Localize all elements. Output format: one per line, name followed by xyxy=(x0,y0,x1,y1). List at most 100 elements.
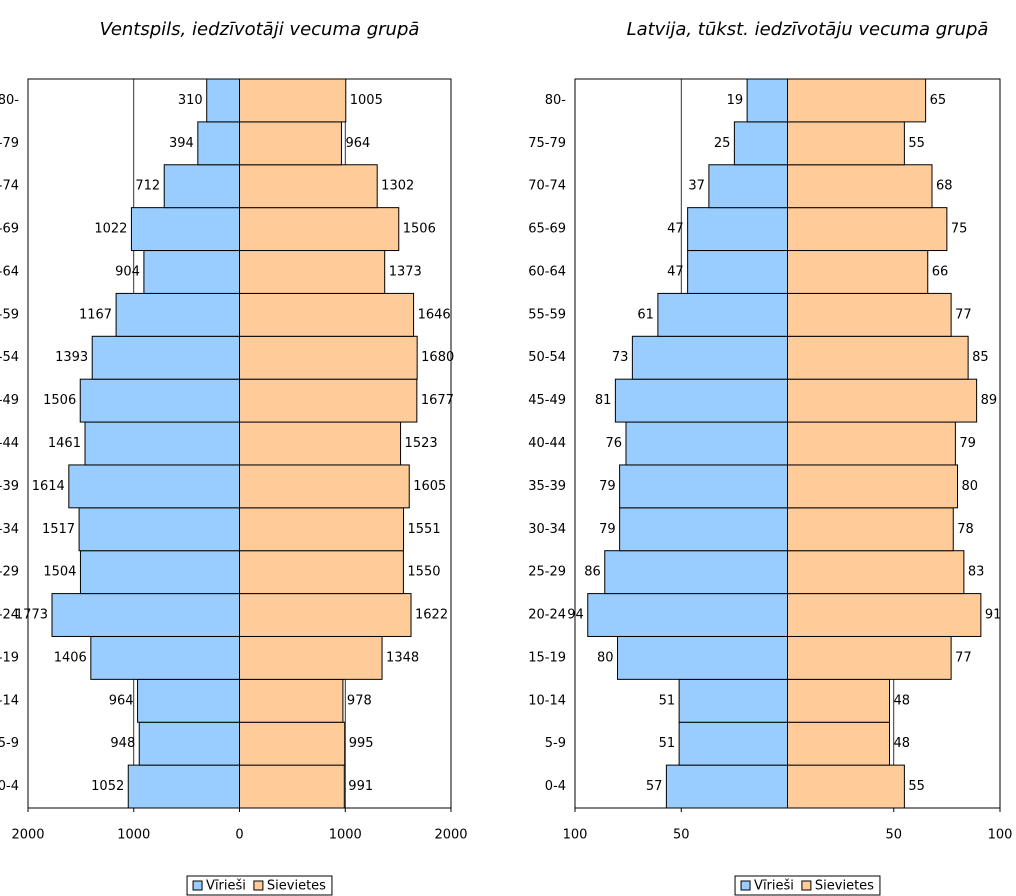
category-label: 40-44 xyxy=(528,436,566,451)
category-label: 65-69 xyxy=(0,222,19,237)
category-label: 75-79 xyxy=(528,136,566,151)
bar xyxy=(239,721,346,766)
category-label: 25-29 xyxy=(528,565,566,580)
data-label: 964 xyxy=(109,693,134,708)
data-label: 76 xyxy=(605,436,622,451)
x-tick-label: 100 xyxy=(563,828,588,843)
data-label: 1517 xyxy=(42,522,75,537)
data-label: 77 xyxy=(955,650,972,665)
legend-label: Vīrieši xyxy=(754,879,794,894)
bar xyxy=(138,721,240,766)
legend-swatch xyxy=(192,880,203,891)
legend-swatch xyxy=(801,880,812,891)
category-label: 75-79 xyxy=(0,136,19,151)
data-label: 1022 xyxy=(94,222,127,237)
data-label: 48 xyxy=(894,693,911,708)
data-label: 57 xyxy=(646,779,663,794)
category-label: 60-64 xyxy=(528,264,566,279)
data-label: 1605 xyxy=(413,479,446,494)
data-label: 78 xyxy=(957,522,974,537)
category-label: 40-44 xyxy=(0,436,19,451)
category-label: 50-54 xyxy=(0,350,19,365)
category-label: 10-14 xyxy=(528,693,566,708)
data-label: 61 xyxy=(637,307,654,322)
data-label: 86 xyxy=(584,565,601,580)
bar xyxy=(678,678,788,723)
data-label: 995 xyxy=(349,736,374,751)
data-label: 1167 xyxy=(79,307,112,322)
bar xyxy=(68,464,240,509)
category-label: 5-9 xyxy=(545,736,566,751)
bar xyxy=(239,121,342,166)
data-label: 948 xyxy=(110,736,135,751)
category-label: 80- xyxy=(0,93,19,108)
bar xyxy=(787,550,965,595)
bar xyxy=(239,764,345,809)
data-label: 19 xyxy=(727,93,744,108)
data-label: 1461 xyxy=(48,436,81,451)
data-label: 37 xyxy=(688,179,705,194)
bar xyxy=(733,121,788,166)
bar xyxy=(79,378,241,423)
bar xyxy=(239,335,418,380)
bar xyxy=(239,507,405,552)
bar xyxy=(239,164,378,209)
data-label: 55 xyxy=(908,136,925,151)
data-label: 1680 xyxy=(421,350,454,365)
bar xyxy=(51,593,240,637)
data-label: 91 xyxy=(985,608,1002,623)
bar xyxy=(143,250,240,294)
bar xyxy=(787,593,982,637)
data-label: 1677 xyxy=(421,393,454,408)
legend: Vīrieši Sievietes xyxy=(186,875,333,896)
data-label: 978 xyxy=(347,693,372,708)
data-label: 51 xyxy=(659,693,676,708)
bar xyxy=(197,121,241,166)
category-label: 70-74 xyxy=(528,179,566,194)
data-label: 79 xyxy=(599,479,616,494)
bar xyxy=(91,335,240,380)
bar xyxy=(130,207,240,252)
bar xyxy=(239,635,383,680)
data-label: 1506 xyxy=(403,222,436,237)
x-tick-label: 2000 xyxy=(434,828,467,843)
data-label: 55 xyxy=(908,779,925,794)
bar xyxy=(787,764,905,809)
category-label: 25-29 xyxy=(0,565,19,580)
bar xyxy=(163,164,240,209)
data-label: 83 xyxy=(968,565,985,580)
category-label: 0-4 xyxy=(545,779,566,794)
data-label: 1302 xyxy=(381,179,414,194)
category-label: 35-39 xyxy=(0,479,19,494)
bar xyxy=(678,721,788,766)
category-label: 80- xyxy=(545,93,567,108)
category-label: 0-4 xyxy=(0,779,19,794)
data-label: 310 xyxy=(178,93,203,108)
data-label: 1348 xyxy=(386,650,419,665)
bar xyxy=(115,292,240,337)
bar xyxy=(239,421,402,466)
category-label: 65-69 xyxy=(528,222,566,237)
data-label: 1773 xyxy=(15,608,48,623)
data-label: 51 xyxy=(659,736,676,751)
bar xyxy=(687,207,788,252)
data-label: 80 xyxy=(597,650,614,665)
bar xyxy=(657,292,788,337)
category-label: 30-34 xyxy=(528,522,566,537)
legend-swatch xyxy=(740,880,751,891)
data-label: 79 xyxy=(959,436,976,451)
data-label: 81 xyxy=(595,393,612,408)
data-label: 1393 xyxy=(55,350,88,365)
data-label: 65 xyxy=(930,93,947,108)
data-label: 1005 xyxy=(350,93,383,108)
bar xyxy=(206,78,240,123)
bar xyxy=(239,593,412,637)
bar xyxy=(708,164,788,209)
bar xyxy=(617,635,788,680)
bar xyxy=(239,78,347,123)
bar xyxy=(787,464,958,509)
bar xyxy=(746,78,788,123)
bar xyxy=(787,335,969,380)
category-label: 20-24 xyxy=(528,608,566,623)
bar xyxy=(614,378,788,423)
